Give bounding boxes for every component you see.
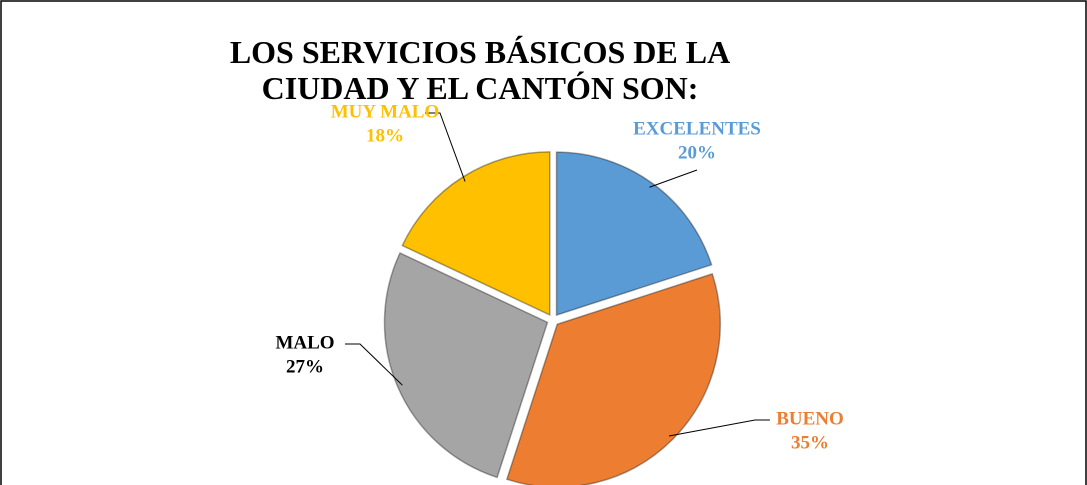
leader-line: [345, 343, 403, 386]
leader-line: [425, 112, 466, 182]
data-label-value: 18%: [366, 125, 404, 146]
pie-slice: [555, 151, 713, 317]
data-label-name: EXCELENTES: [633, 118, 761, 139]
data-label-value: 20%: [678, 142, 716, 163]
chart-title: LOS SERVICIOS BÁSICOS DE LA CIUDAD Y EL …: [229, 34, 731, 106]
data-label-name: MALO: [275, 332, 334, 353]
pie-slice: [505, 272, 721, 485]
pie-slice: [383, 251, 549, 479]
data-label-value: 27%: [286, 356, 324, 377]
data-label-name: MUY MALO: [331, 101, 440, 122]
pie-slice: [401, 151, 551, 317]
data-label-name: BUENO: [776, 408, 844, 429]
leader-line: [668, 419, 770, 437]
data-label-value: 35%: [791, 432, 829, 453]
leader-line: [649, 169, 698, 188]
